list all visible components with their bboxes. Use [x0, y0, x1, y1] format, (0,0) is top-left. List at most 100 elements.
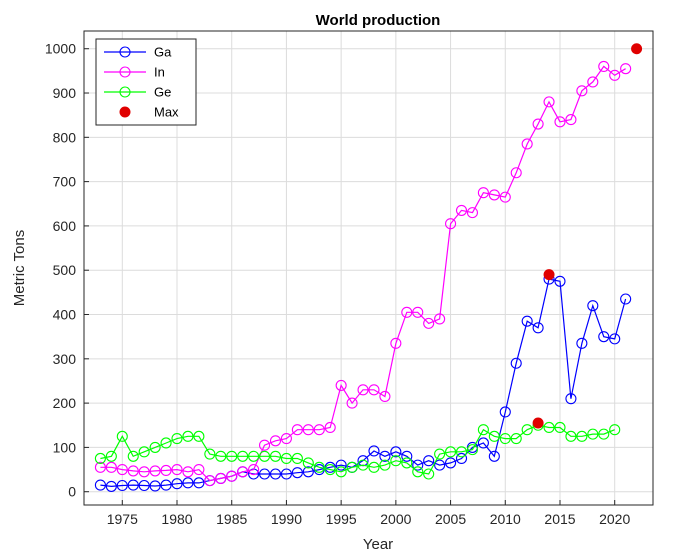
data-point-ge — [160, 437, 172, 449]
data-point-ga — [412, 459, 424, 471]
data-point-ge — [587, 428, 599, 440]
data-point-in — [346, 397, 358, 409]
legend-marker — [119, 106, 131, 118]
data-point-ga — [116, 479, 128, 492]
legend-box — [95, 38, 197, 126]
data-point-ga — [138, 479, 150, 492]
legend-label: Ge — [154, 85, 171, 100]
data-point-in — [237, 466, 249, 478]
data-point-ge — [280, 452, 292, 465]
data-point-ge — [412, 466, 424, 478]
data-point-ge — [423, 468, 435, 480]
x-tick-label: 1980 — [161, 511, 192, 527]
data-point-ge — [576, 430, 588, 442]
data-point-ga — [182, 477, 194, 489]
legend-item-max[interactable]: Max — [119, 105, 179, 120]
x-tick-label: 1995 — [326, 511, 357, 527]
data-point-ga — [302, 466, 314, 478]
x-axis-label: Year — [363, 536, 393, 553]
y-tick-label: 100 — [53, 439, 77, 455]
data-point-in — [510, 167, 522, 179]
x-tick-label: 2010 — [490, 511, 521, 527]
data-point-in — [554, 116, 566, 128]
legend-label: Ga — [154, 45, 172, 60]
data-point-ge — [248, 450, 260, 462]
data-point-ga — [521, 315, 533, 327]
y-tick-label: 0 — [68, 484, 76, 500]
data-point-ge — [335, 466, 347, 478]
data-point-in — [587, 76, 599, 88]
legend-marker — [119, 66, 131, 78]
legend-item-ga[interactable]: Ga — [104, 45, 172, 60]
data-point-in — [379, 390, 391, 403]
data-point-ga — [269, 468, 282, 480]
data-point-in — [280, 433, 292, 445]
data-point-ga — [379, 450, 391, 462]
data-point-in — [466, 207, 479, 219]
data-point-in — [258, 439, 271, 451]
max-point — [631, 43, 643, 55]
data-point-ga — [445, 457, 457, 469]
series-ge — [94, 419, 621, 480]
data-point-ge — [105, 450, 117, 462]
data-point-in — [226, 470, 238, 482]
data-point-ga — [587, 300, 599, 312]
data-point-in — [455, 204, 468, 216]
data-point-in — [291, 424, 303, 436]
data-point-ge — [127, 450, 139, 462]
data-point-ge — [521, 424, 533, 436]
data-point-in — [127, 465, 139, 477]
data-point-ge — [357, 459, 369, 471]
data-point-ga — [390, 446, 402, 458]
data-point-ge — [368, 461, 380, 473]
data-point-ge — [291, 452, 303, 465]
legend-marker — [119, 86, 131, 98]
data-point-ge — [609, 424, 621, 436]
data-point-ge — [434, 448, 446, 460]
data-point-in — [105, 461, 117, 473]
grid — [84, 31, 653, 505]
data-point-ga — [565, 393, 577, 405]
data-point-in — [543, 96, 555, 108]
data-point-ga — [368, 445, 380, 457]
data-point-in — [94, 461, 106, 473]
data-point-ge — [324, 464, 336, 476]
data-point-ga — [434, 459, 446, 471]
data-point-in — [193, 464, 205, 476]
data-point-ge — [401, 457, 413, 469]
x-tick-label: 2005 — [435, 511, 466, 527]
x-tick-label: 1975 — [107, 511, 138, 527]
data-point-in — [499, 191, 511, 203]
data-point-ga — [94, 479, 106, 491]
data-point-in — [521, 138, 533, 150]
series-layer — [94, 43, 643, 492]
data-point-ge — [182, 430, 194, 442]
y-tick-label: 600 — [53, 218, 77, 234]
data-point-ge — [116, 430, 128, 442]
legend[interactable]: Ga In Ge Max — [95, 38, 197, 126]
max-point — [543, 269, 555, 281]
data-point-in — [434, 313, 446, 325]
data-point-ge — [598, 428, 610, 440]
data-point-ge — [379, 459, 391, 471]
y-tick-label: 800 — [53, 129, 77, 145]
chart-title: World production — [316, 12, 441, 29]
data-point-ga — [423, 455, 435, 467]
data-point-ga — [477, 437, 489, 449]
x-tick-label: 2015 — [544, 511, 575, 527]
data-point-in — [335, 379, 347, 391]
data-point-in — [368, 384, 380, 396]
legend-item-ge[interactable]: Ge — [104, 85, 171, 100]
series-line-ga — [100, 278, 627, 488]
data-point-ge — [204, 448, 216, 460]
data-point-ga — [258, 468, 271, 480]
y-tick-label: 200 — [53, 395, 77, 411]
data-point-ga — [576, 337, 588, 349]
data-point-ge — [237, 450, 249, 462]
data-point-in — [477, 187, 489, 199]
data-point-in — [357, 384, 369, 396]
data-point-in — [620, 63, 632, 75]
data-point-ga — [149, 480, 161, 492]
legend-item-in[interactable]: In — [104, 65, 165, 80]
data-point-ge — [193, 430, 205, 442]
